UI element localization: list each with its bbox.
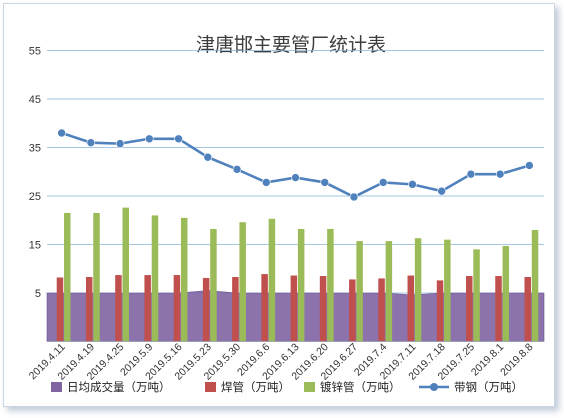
bar-series	[56, 207, 539, 342]
line-point	[232, 165, 242, 174]
line-point	[261, 178, 271, 187]
line-point	[174, 134, 183, 144]
line-point	[145, 134, 154, 144]
chart-frame: 津唐邯主要管厂统计表 5 15 25 35 45 55 2019.4.11 2019.4.1…	[3, 3, 555, 407]
bar-welded-pipe	[495, 276, 502, 342]
line-point	[349, 192, 359, 202]
bar-galvanized-pipe	[444, 239, 451, 342]
bar-welded-pipe	[232, 276, 239, 342]
bar-welded-pipe	[466, 276, 473, 342]
bar-welded-pipe	[378, 278, 385, 342]
bar-galvanized-pipe	[385, 241, 393, 342]
bar-welded-pipe	[115, 275, 122, 342]
chart-title: 津唐邯主要管厂统计表	[196, 34, 386, 56]
x-tick-label: 2019.8.8	[498, 341, 535, 378]
bar-galvanized-pipe	[180, 217, 188, 342]
y-tick-label: 5	[35, 288, 41, 300]
y-tick-label: 25	[29, 191, 41, 203]
y-tick-label: 45	[29, 94, 41, 106]
bar-galvanized-pipe	[531, 229, 539, 342]
bar-galvanized-pipe	[327, 228, 334, 342]
line-point	[115, 139, 125, 148]
legend-swatch	[51, 382, 62, 392]
line-point	[203, 152, 213, 162]
legend-label: 焊管（万吨）	[221, 380, 290, 394]
gridlines: 5 15 25 35 45 55	[29, 46, 544, 300]
line-point	[291, 173, 300, 182]
line-point	[525, 161, 534, 170]
bar-welded-pipe	[290, 275, 298, 342]
bar-galvanized-pipe	[356, 241, 363, 342]
line-point	[57, 128, 66, 138]
legend-swatch	[205, 382, 216, 392]
bar-galvanized-pipe	[502, 245, 510, 342]
bar-welded-pipe	[202, 277, 210, 342]
bar-galvanized-pipe	[93, 212, 100, 342]
line-point	[466, 169, 476, 179]
bar-welded-pipe	[85, 276, 93, 342]
legend-label: 镀锌管（万吨）	[320, 380, 401, 394]
y-tick-label: 55	[29, 46, 41, 58]
line-series	[57, 128, 534, 202]
bar-galvanized-pipe	[473, 249, 480, 342]
bar-welded-pipe	[349, 279, 356, 342]
bar-galvanized-pipe	[64, 212, 71, 342]
bar-welded-pipe	[56, 277, 64, 342]
bar-welded-pipe	[436, 280, 444, 342]
line-point	[378, 178, 388, 187]
line-point	[86, 138, 96, 147]
bar-welded-pipe	[524, 276, 531, 342]
legend-label: 日均成交量（万吨）	[67, 380, 171, 394]
bar-welded-pipe	[261, 274, 268, 342]
bar-welded-pipe	[173, 275, 181, 342]
bar-galvanized-pipe	[151, 215, 159, 342]
legend-marker	[430, 383, 438, 391]
line-point	[437, 186, 446, 196]
axes: 2019.4.112019.4.192019.4.252019.5.92019.…	[27, 341, 544, 383]
line-point	[408, 180, 417, 189]
bar-welded-pipe	[407, 275, 415, 342]
line-point	[495, 169, 505, 179]
line-strip-steel	[61, 131, 530, 199]
bar-galvanized-pipe	[210, 228, 217, 342]
chart-svg: 津唐邯主要管厂统计表 5 15 25 35 45 55 2019.4.112019.4.1…	[27, 34, 545, 394]
bar-galvanized-pipe	[297, 228, 305, 342]
legend-swatch	[304, 382, 315, 392]
bar-galvanized-pipe	[268, 218, 276, 342]
bar-welded-pipe	[144, 275, 151, 342]
bar-welded-pipe	[319, 276, 327, 342]
bar-galvanized-pipe	[239, 222, 246, 342]
bar-galvanized-pipe	[414, 238, 422, 342]
legend: 日均成交量（万吨） 焊管（万吨） 镀锌管（万吨） 带钢（万吨）	[51, 380, 523, 394]
y-tick-label: 15	[29, 240, 41, 252]
y-tick-label: 35	[29, 143, 41, 155]
bar-galvanized-pipe	[122, 207, 129, 342]
legend-label: 带钢（万吨）	[454, 380, 523, 394]
line-point	[320, 178, 330, 187]
